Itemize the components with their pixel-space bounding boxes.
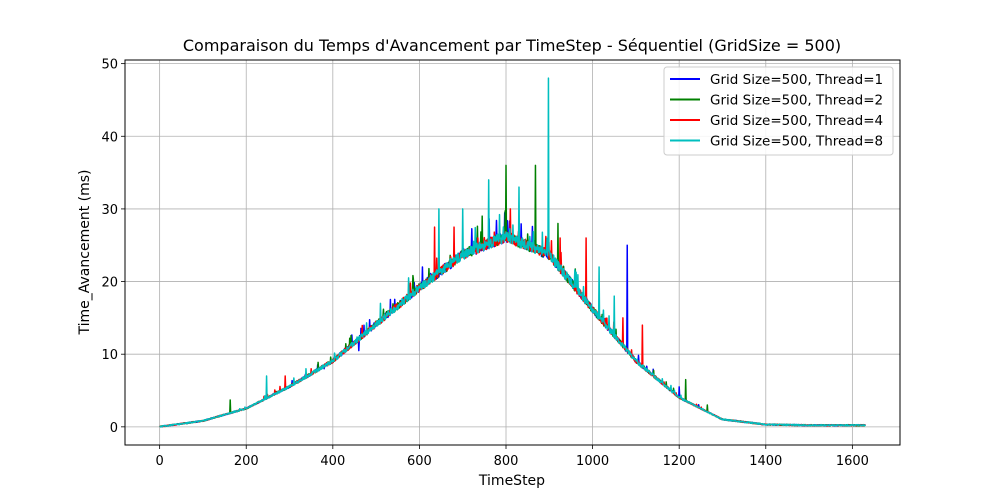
y-tick-label: 40	[101, 130, 118, 145]
y-tick-label: 10	[101, 348, 118, 363]
legend-label: Grid Size=500, Thread=8	[710, 134, 883, 150]
series-line	[159, 77, 867, 428]
x-tick-label: 600	[407, 454, 432, 469]
y-axis-label: Time_Avancement (ms)	[77, 170, 93, 336]
series-layer	[159, 77, 867, 428]
x-tick-label: 200	[234, 454, 259, 469]
y-tick-label: 50	[101, 58, 118, 73]
y-tick-label: 30	[101, 203, 118, 218]
legend: Grid Size=500, Thread=1 Grid Size=500, Th…	[663, 66, 894, 156]
plot-frame	[124, 59, 901, 446]
x-tick-label: 1400	[749, 454, 782, 469]
legend-label: Grid Size=500, Thread=1	[710, 72, 883, 88]
x-tick-label: 1600	[836, 454, 869, 469]
y-tick-label: 0	[110, 421, 118, 436]
x-tick-label: 0	[155, 454, 163, 469]
chart-title: Comparaison du Temps d'Avancement par Ti…	[183, 36, 841, 55]
legend-box	[663, 66, 894, 156]
x-tick-label: 800	[494, 454, 519, 469]
x-tick-label: 1000	[576, 454, 609, 469]
x-axis-label: TimeStep	[478, 473, 545, 489]
legend-label: Grid Size=500, Thread=2	[710, 93, 883, 109]
y-tick-label: 20	[101, 276, 118, 291]
axis-ticks: 0 200 400 600 800 1000 1200 1400 1600 0 10 20 30 40 50	[101, 58, 868, 469]
legend-label: Grid Size=500, Thread=4	[710, 113, 883, 129]
x-tick-label: 400	[320, 454, 345, 469]
x-tick-label: 1200	[663, 454, 696, 469]
